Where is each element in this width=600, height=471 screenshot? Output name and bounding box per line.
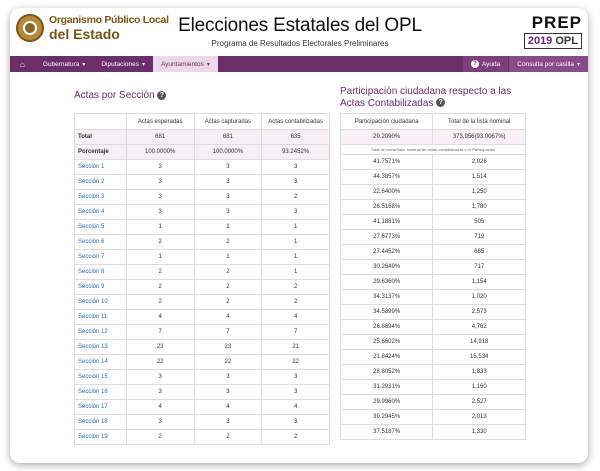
- logo-line2: del Estado: [49, 26, 120, 43]
- logo-line1: Organismo Público Local: [49, 13, 169, 26]
- help-button[interactable]: ? Ayuda: [462, 56, 509, 72]
- seccion-link[interactable]: Sección 13: [74, 339, 127, 355]
- table-row: 30.2649% 717: [339, 259, 526, 275]
- col-participacion: Participación ciudadana: [339, 113, 434, 130]
- table-row: 37.5187% 1,330: [339, 424, 526, 440]
- main-content: Actas por Sección ? Actas esperadas Acta…: [10, 72, 588, 463]
- participacion-title: Participación ciudadana respecto a las A…: [340, 86, 512, 109]
- seccion-link[interactable]: Sección 1: [74, 159, 127, 175]
- table-row: 41.7571% 2,026: [339, 154, 526, 170]
- table-row: 41.1881% 505: [339, 214, 526, 230]
- question-icon: ?: [470, 60, 479, 68]
- header: Organismo Público Local del Estado Elecc…: [10, 8, 588, 56]
- table-row: Sección 12 7 7 7: [74, 324, 330, 340]
- seccion-link[interactable]: Sección 12: [74, 324, 127, 340]
- table-row: Sección 11 4 4 4: [74, 309, 330, 325]
- seccion-link[interactable]: Sección 8: [74, 264, 127, 280]
- note-row: Total de votos/Valor nominal de actas co…: [340, 144, 526, 155]
- table-row: 25.6602% 14,918: [339, 334, 526, 350]
- table-row: Sección 18 3 3 3: [74, 414, 330, 430]
- table-row: 39.2945% 2,013: [339, 409, 526, 425]
- table-row: Sección 19 2 2 2: [74, 429, 330, 445]
- total-row: Total 681 681 635: [74, 129, 330, 145]
- chevron-down-icon: ▾: [576, 61, 580, 68]
- total-row: 29.2090% 373,956(93.0067%): [339, 129, 526, 145]
- table-row: Sección 10 2 2 2: [74, 294, 330, 310]
- app-window: Organismo Público Local del Estado Elecc…: [10, 8, 588, 463]
- seccion-link[interactable]: Sección 15: [74, 369, 127, 385]
- table-row: Sección 17 4 4 4: [74, 399, 330, 415]
- table-row: 28.8052% 1,833: [339, 364, 526, 380]
- table-row: Sección 13 23 23 21: [74, 339, 330, 355]
- col-actas-contabilizadas: Actas contabilizadas: [261, 113, 330, 130]
- table-row: 26.6694% 4,762: [339, 319, 526, 335]
- table-row: 44.3857% 1,514: [339, 169, 526, 185]
- table-row: Sección 14 22 22 22: [74, 354, 330, 370]
- table-row: 34.5899% 2,573: [339, 304, 526, 320]
- seccion-link[interactable]: Sección 17: [74, 399, 127, 415]
- table-row: 26.5168% 1,780: [339, 199, 526, 215]
- seccion-link[interactable]: Sección 10: [74, 294, 127, 310]
- porcentaje-row: Porcentaje 100.0000% 100.0000% 93.2452%: [74, 144, 330, 160]
- prep-org: OPL: [555, 35, 578, 47]
- participacion-table: Participación ciudadana Total de la list…: [339, 113, 526, 440]
- col-actas-esperadas: Actas esperadas: [125, 113, 195, 130]
- main-nav: ⌂ Gubernatura ▾ Diputaciones ▾ Ayuntamient…: [10, 56, 588, 72]
- page-subtitle: Programa de Resultados Electorales Preli…: [211, 39, 389, 48]
- table-row: Sección 15 3 3 3: [74, 369, 330, 385]
- seccion-link[interactable]: Sección 3: [74, 189, 127, 205]
- seccion-link[interactable]: Sección 18: [74, 414, 127, 430]
- table-row: 27.4452% 685: [339, 244, 526, 260]
- home-icon[interactable]: ⌂: [20, 59, 25, 69]
- nav-ayuntamientos[interactable]: Ayuntamientos ▾: [152, 56, 218, 72]
- seccion-link[interactable]: Sección 16: [74, 384, 127, 400]
- col-lista-nominal: Total de la lista nominal: [432, 113, 526, 130]
- nav-gubernatura[interactable]: Gubernatura ▾: [42, 60, 86, 68]
- table-row: 29.9960% 2,527: [339, 394, 526, 410]
- table-row: 22.6400% 1,250: [339, 184, 526, 200]
- seccion-link[interactable]: Sección 6: [74, 234, 127, 250]
- table-row: 31.2931% 1,160: [339, 379, 526, 395]
- seccion-link[interactable]: Sección 11: [74, 309, 127, 325]
- chevron-down-icon: ▾: [141, 61, 145, 68]
- actas-title: Actas por Sección ?: [74, 90, 167, 102]
- prep-year: 2019: [527, 35, 553, 47]
- chevron-down-icon: ▾: [206, 61, 210, 68]
- question-icon[interactable]: ?: [157, 90, 167, 100]
- consulta-casilla-button[interactable]: Consulta por casilla ▾: [509, 56, 588, 72]
- seccion-link[interactable]: Sección 19: [74, 429, 127, 445]
- table-row: 21.8424% 15,534: [339, 349, 526, 365]
- prep-logo-text: PREP: [531, 13, 582, 32]
- table-row: 29.6360% 1,154: [339, 274, 526, 290]
- seccion-link[interactable]: Sección 14: [74, 354, 127, 370]
- seal-icon: [16, 14, 44, 42]
- col-actas-capturadas: Actas capturadas: [193, 113, 263, 130]
- opl-logo[interactable]: Organismo Público Local del Estado: [16, 14, 169, 42]
- page-title: Elecciones Estatales del OPL: [178, 15, 422, 36]
- table-row: Sección 16 3 3 3: [74, 384, 330, 400]
- seccion-link[interactable]: Sección 9: [74, 279, 127, 295]
- chevron-down-icon: ▾: [82, 61, 86, 68]
- actas-table: Actas esperadas Actas capturadas Actas c…: [74, 113, 330, 445]
- nav-diputaciones[interactable]: Diputaciones ▾: [101, 60, 145, 68]
- seccion-link[interactable]: Sección 5: [74, 219, 127, 235]
- seccion-link[interactable]: Sección 7: [74, 249, 127, 265]
- seccion-link[interactable]: Sección 2: [74, 174, 127, 190]
- table-row: 34.3137% 1,020: [339, 289, 526, 305]
- table-row: 27.6773% 719: [339, 229, 526, 245]
- seccion-link[interactable]: Sección 4: [74, 204, 127, 220]
- question-icon[interactable]: ?: [436, 98, 446, 108]
- prep-logo: PREP 2019 OPL: [523, 13, 582, 50]
